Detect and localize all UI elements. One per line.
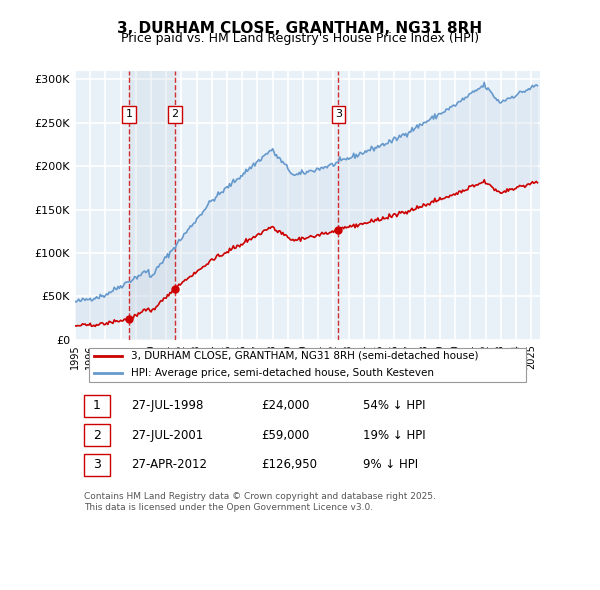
Text: 27-JUL-1998: 27-JUL-1998 (131, 399, 203, 412)
Text: 1: 1 (126, 109, 133, 119)
Text: 2: 2 (93, 428, 101, 442)
Text: Contains HM Land Registry data © Crown copyright and database right 2025.
This d: Contains HM Land Registry data © Crown c… (84, 493, 436, 512)
Text: 19% ↓ HPI: 19% ↓ HPI (364, 428, 426, 442)
Text: 3: 3 (93, 458, 101, 471)
FancyBboxPatch shape (89, 348, 526, 382)
Text: 3, DURHAM CLOSE, GRANTHAM, NG31 8RH (semi-detached house): 3, DURHAM CLOSE, GRANTHAM, NG31 8RH (sem… (131, 351, 478, 361)
Text: 27-JUL-2001: 27-JUL-2001 (131, 428, 203, 442)
Text: 9% ↓ HPI: 9% ↓ HPI (364, 458, 418, 471)
Text: HPI: Average price, semi-detached house, South Kesteven: HPI: Average price, semi-detached house,… (131, 368, 434, 378)
Text: 54% ↓ HPI: 54% ↓ HPI (364, 399, 426, 412)
Text: 3, DURHAM CLOSE, GRANTHAM, NG31 8RH: 3, DURHAM CLOSE, GRANTHAM, NG31 8RH (118, 21, 482, 35)
Text: £24,000: £24,000 (261, 399, 310, 412)
FancyBboxPatch shape (84, 424, 110, 446)
Text: 1: 1 (93, 399, 101, 412)
Text: 27-APR-2012: 27-APR-2012 (131, 458, 207, 471)
Text: 2: 2 (172, 109, 178, 119)
Text: Price paid vs. HM Land Registry's House Price Index (HPI): Price paid vs. HM Land Registry's House … (121, 32, 479, 45)
FancyBboxPatch shape (84, 395, 110, 417)
Text: £126,950: £126,950 (261, 458, 317, 471)
Text: £59,000: £59,000 (261, 428, 309, 442)
Bar (129, 71, 175, 340)
Text: 3: 3 (335, 109, 342, 119)
FancyBboxPatch shape (84, 454, 110, 476)
